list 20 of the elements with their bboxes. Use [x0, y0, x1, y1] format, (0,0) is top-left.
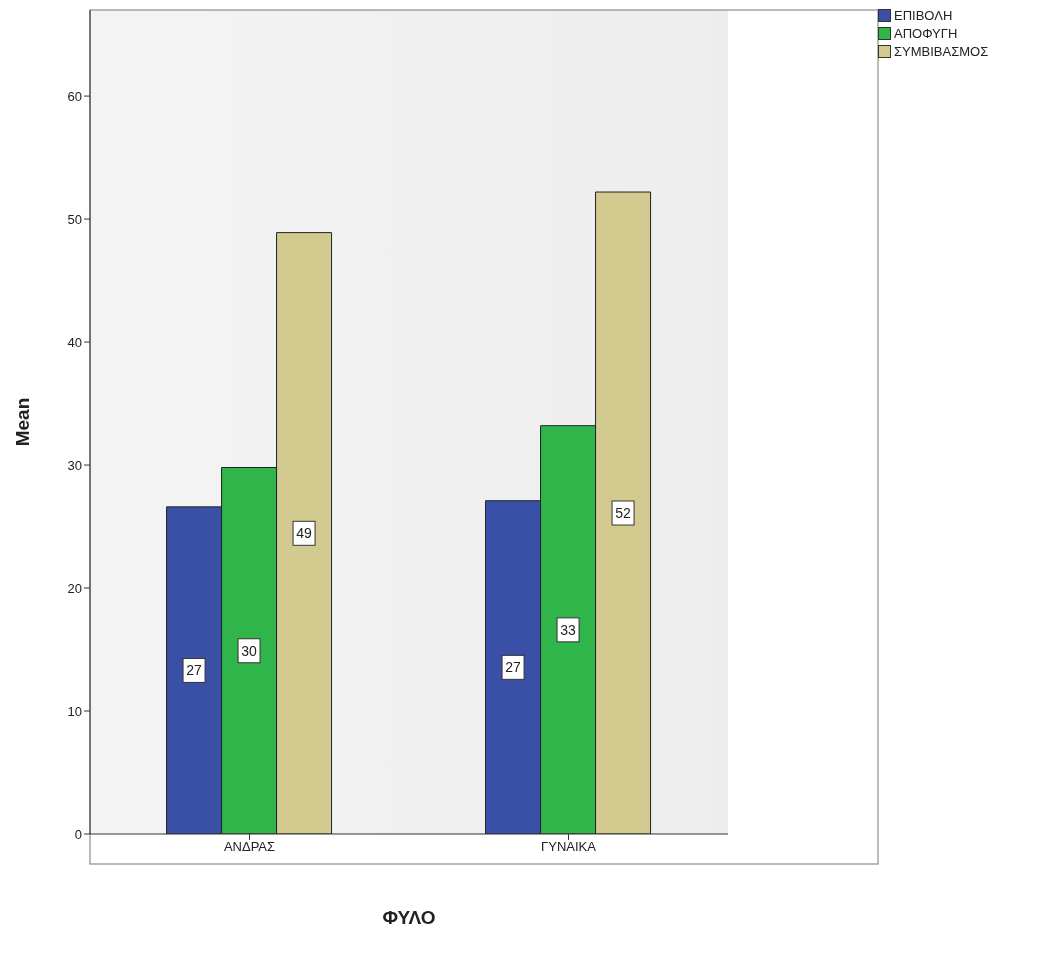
y-tick-label: 30: [67, 457, 82, 473]
legend-label: ΑΠΟΦΥΓΗ: [894, 26, 958, 41]
y-tick-label: 40: [67, 334, 82, 350]
legend-label: ΣΥΜΒΙΒΑΣΜΟΣ: [894, 44, 989, 59]
data-label: 52: [615, 505, 632, 522]
y-tick-label: 50: [67, 211, 82, 227]
y-tick-label: 20: [67, 580, 82, 596]
y-axis-title: Mean: [11, 397, 33, 447]
x-tick-label: ΓΥΝΑΙΚΑ: [541, 839, 597, 855]
y-tick-label: 0: [74, 826, 82, 842]
legend-label: ΕΠΙΒΟΛΗ: [894, 8, 953, 23]
y-tick-label: 10: [67, 703, 82, 719]
y-tick-label: 60: [67, 88, 82, 104]
data-label: 30: [241, 642, 258, 659]
data-label: 27: [505, 659, 522, 676]
x-axis-title: ΦΥΛΟ: [382, 907, 436, 928]
x-tick-label: ΑΝΔΡΑΣ: [223, 839, 276, 855]
data-label: 33: [560, 621, 577, 638]
data-label: 49: [296, 525, 313, 542]
data-label: 27: [186, 662, 203, 679]
